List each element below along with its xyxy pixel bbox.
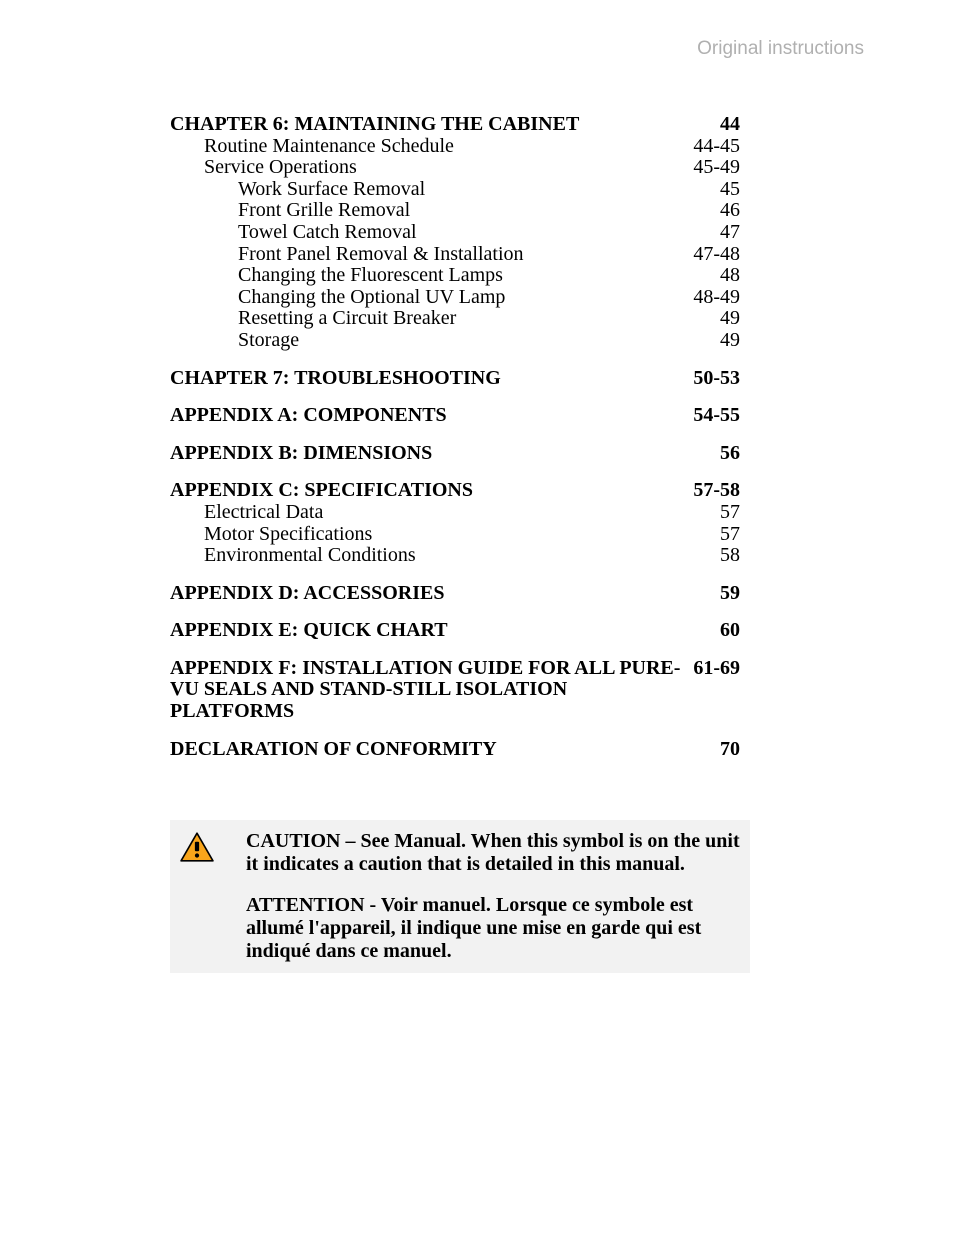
toc-row: APPENDIX B: DIMENSIONS56 <box>170 443 740 465</box>
toc-label: Storage <box>238 330 720 352</box>
toc-gap <box>170 464 740 480</box>
toc-row: Work Surface Removal45 <box>238 179 740 201</box>
toc-pages: 57-58 <box>693 480 740 502</box>
toc-label: Environmental Conditions <box>204 545 720 567</box>
toc-pages: 50-53 <box>693 368 740 390</box>
toc-row: CHAPTER 6: MAINTAINING THE CABINET44 <box>170 114 740 136</box>
toc-label: APPENDIX A: COMPONENTS <box>170 405 693 427</box>
header-original-instructions: Original instructions <box>697 38 864 60</box>
toc-label: Service Operations <box>204 157 693 179</box>
toc-label: Work Surface Removal <box>238 179 720 201</box>
toc-label: Towel Catch Removal <box>238 222 720 244</box>
caution-text: CAUTION – See Manual. When this symbol i… <box>246 830 740 963</box>
toc-gap <box>170 604 740 620</box>
toc-pages: 45 <box>720 179 740 201</box>
toc-pages: 70 <box>720 739 740 761</box>
toc-label: DECLARATION OF CONFORMITY <box>170 739 720 761</box>
toc-pages: 47-48 <box>693 244 740 266</box>
table-of-contents: CHAPTER 6: MAINTAINING THE CABINET44Rout… <box>170 114 740 760</box>
toc-label: APPENDIX C: SPECIFICATIONS <box>170 480 693 502</box>
toc-row: Electrical Data57 <box>204 502 740 524</box>
toc-pages: 61-69 <box>693 658 740 680</box>
toc-pages: 57 <box>720 502 740 524</box>
toc-row: Front Panel Removal & Installation47-48 <box>238 244 740 266</box>
toc-label: CHAPTER 7: TROUBLESHOOTING <box>170 368 693 390</box>
toc-label: Front Grille Removal <box>238 200 720 222</box>
toc-row: APPENDIX F: INSTALLATION GUIDE FOR ALL P… <box>170 658 740 723</box>
toc-row: Storage49 <box>238 330 740 352</box>
toc-label: Changing the Optional UV Lamp <box>238 287 693 309</box>
toc-row: Towel Catch Removal47 <box>238 222 740 244</box>
toc-pages: 54-55 <box>693 405 740 427</box>
toc-label: APPENDIX D: ACCESSORIES <box>170 583 720 605</box>
toc-row: APPENDIX A: COMPONENTS54-55 <box>170 405 740 427</box>
toc-pages: 59 <box>720 583 740 605</box>
toc-row: APPENDIX E: QUICK CHART60 <box>170 620 740 642</box>
warning-triangle-icon <box>180 832 220 867</box>
toc-label: APPENDIX F: INSTALLATION GUIDE FOR ALL P… <box>170 658 693 723</box>
toc-pages: 57 <box>720 524 740 546</box>
toc-pages: 44-45 <box>693 136 740 158</box>
toc-label: Resetting a Circuit Breaker <box>238 308 720 330</box>
toc-gap <box>170 352 740 368</box>
toc-row: APPENDIX C: SPECIFICATIONS57-58 <box>170 480 740 502</box>
toc-label: Motor Specifications <box>204 524 720 546</box>
toc-row: Service Operations45-49 <box>204 157 740 179</box>
toc-row: Front Grille Removal46 <box>238 200 740 222</box>
toc-row: CHAPTER 7: TROUBLESHOOTING50-53 <box>170 368 740 390</box>
toc-row: Changing the Fluorescent Lamps48 <box>238 265 740 287</box>
toc-label: Front Panel Removal & Installation <box>238 244 693 266</box>
caution-paragraph-fr: ATTENTION - Voir manuel. Lorsque ce symb… <box>246 894 740 963</box>
toc-pages: 47 <box>720 222 740 244</box>
toc-pages: 49 <box>720 330 740 352</box>
toc-gap <box>170 642 740 658</box>
toc-pages: 56 <box>720 443 740 465</box>
toc-row: APPENDIX D: ACCESSORIES59 <box>170 583 740 605</box>
toc-row: Motor Specifications57 <box>204 524 740 546</box>
toc-row: Routine Maintenance Schedule44-45 <box>204 136 740 158</box>
toc-label: Electrical Data <box>204 502 720 524</box>
caution-paragraph-en: CAUTION – See Manual. When this symbol i… <box>246 830 740 876</box>
toc-gap <box>170 427 740 443</box>
caution-block: CAUTION – See Manual. When this symbol i… <box>170 820 750 973</box>
toc-row: Environmental Conditions58 <box>204 545 740 567</box>
toc-gap <box>170 723 740 739</box>
toc-pages: 58 <box>720 545 740 567</box>
toc-label: Changing the Fluorescent Lamps <box>238 265 720 287</box>
toc-pages: 48-49 <box>693 287 740 309</box>
toc-gap <box>170 389 740 405</box>
toc-pages: 48 <box>720 265 740 287</box>
toc-label: APPENDIX B: DIMENSIONS <box>170 443 720 465</box>
toc-label: APPENDIX E: QUICK CHART <box>170 620 720 642</box>
toc-pages: 60 <box>720 620 740 642</box>
toc-row: DECLARATION OF CONFORMITY70 <box>170 739 740 761</box>
toc-label: Routine Maintenance Schedule <box>204 136 693 158</box>
toc-label: CHAPTER 6: MAINTAINING THE CABINET <box>170 114 720 136</box>
toc-gap <box>170 567 740 583</box>
toc-row: Changing the Optional UV Lamp48-49 <box>238 287 740 309</box>
toc-row: Resetting a Circuit Breaker49 <box>238 308 740 330</box>
document-page: Original instructions CHAPTER 6: MAINTAI… <box>0 0 954 1235</box>
toc-pages: 45-49 <box>693 157 740 179</box>
toc-pages: 46 <box>720 200 740 222</box>
toc-pages: 49 <box>720 308 740 330</box>
toc-pages: 44 <box>720 114 740 136</box>
